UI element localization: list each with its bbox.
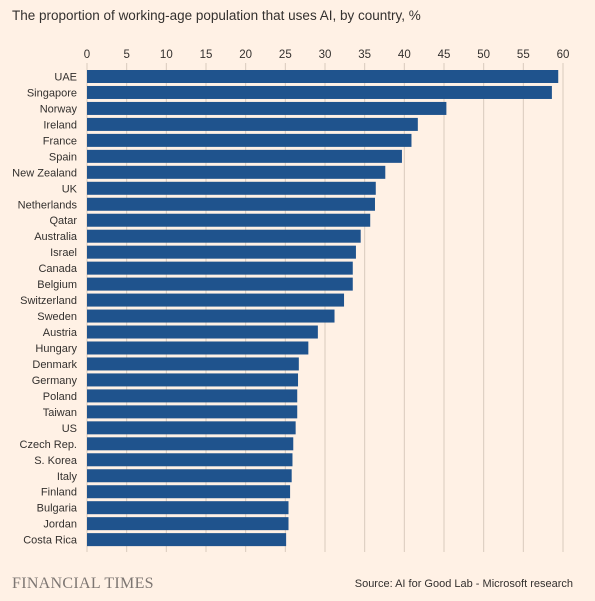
category-label: Bulgaria: [37, 503, 78, 515]
x-tick-label: 0: [84, 49, 90, 61]
x-tick-labels: 0 5 10 15 20 25 30 35 40 45 50 55 60: [84, 49, 570, 61]
bar-uae: [87, 70, 559, 83]
category-label: Spain: [49, 151, 77, 163]
category-label: Costa Rica: [23, 535, 78, 547]
bar-czech-rep: [87, 437, 294, 451]
x-tick-label: 40: [398, 49, 411, 61]
category-label: Hungary: [35, 343, 77, 355]
category-label: Germany: [32, 375, 78, 387]
category-label: Sweden: [37, 311, 77, 323]
bar-sweden: [87, 309, 335, 323]
category-label: US: [62, 423, 77, 435]
bar-chart: 0 5 10 15 20 25 30 35 40 45 50 55 60 UAE Singapore Nor…: [12, 49, 570, 552]
category-label: New Zealand: [12, 167, 77, 179]
x-tick-label: 45: [438, 49, 451, 61]
category-label: Taiwan: [43, 407, 77, 419]
category-label: Israel: [50, 247, 77, 259]
bar-italy: [87, 469, 292, 483]
category-label: UK: [62, 183, 78, 195]
bar-new-zealand: [87, 165, 386, 179]
category-label: Switzerland: [20, 295, 77, 307]
x-tick-label: 55: [517, 49, 530, 61]
category-label: Singapore: [27, 87, 77, 99]
category-label: Finland: [41, 487, 77, 499]
x-tick-label: 20: [239, 49, 252, 61]
x-tick-label: 25: [279, 49, 292, 61]
x-tick-label: 30: [319, 49, 332, 61]
category-label: UAE: [54, 72, 77, 84]
chart-title: The proportion of working-age population…: [12, 8, 421, 23]
category-label: Italy: [57, 471, 78, 483]
category-label: Norway: [40, 103, 78, 115]
category-label: Australia: [34, 231, 78, 243]
bar-canada: [87, 261, 353, 275]
category-label: Poland: [43, 391, 77, 403]
bar-denmark: [87, 357, 299, 371]
category-label: Czech Rep.: [20, 439, 77, 451]
bar-costa-rica: [87, 533, 287, 547]
bar-jordan: [87, 517, 289, 531]
category-label: Austria: [43, 327, 78, 339]
category-label: Netherlands: [18, 199, 78, 211]
bar-netherlands: [87, 197, 375, 211]
x-tick-label: 15: [200, 49, 213, 61]
bar-finland: [87, 485, 291, 499]
category-label: Jordan: [43, 519, 77, 531]
bar-qatar: [87, 213, 371, 227]
bar-germany: [87, 373, 299, 387]
bar-france: [87, 133, 412, 147]
bar-israel: [87, 245, 356, 259]
bar-norway: [87, 101, 447, 115]
category-label: S. Korea: [34, 455, 78, 467]
category-label: Ireland: [43, 119, 77, 131]
bar-austria: [87, 325, 318, 339]
category-label: Qatar: [49, 215, 77, 227]
x-tick-label: 5: [123, 49, 129, 61]
bar-spain: [87, 149, 402, 163]
bar-us: [87, 421, 296, 435]
category-label: France: [43, 135, 77, 147]
category-label: Belgium: [37, 279, 77, 291]
bar-bulgaria: [87, 501, 289, 515]
x-tick-label: 60: [557, 49, 570, 61]
bar-ireland: [87, 117, 418, 131]
bars: [87, 70, 559, 547]
bar-taiwan: [87, 405, 298, 419]
bar-s-korea: [87, 453, 293, 467]
x-tick-label: 50: [477, 49, 490, 61]
x-tick-label: 35: [358, 49, 371, 61]
bar-hungary: [87, 341, 309, 355]
financial-times-logo: FINANCIAL TIMES: [12, 575, 154, 592]
bar-australia: [87, 229, 361, 243]
source-note: Source: AI for Good Lab - Microsoft rese…: [354, 578, 573, 590]
category-label: Denmark: [32, 359, 77, 371]
category-label: Canada: [38, 263, 77, 275]
bar-singapore: [87, 85, 552, 99]
bar-uk: [87, 181, 376, 195]
bar-poland: [87, 389, 298, 403]
x-tick-label: 10: [160, 49, 173, 61]
bar-switzerland: [87, 293, 345, 307]
category-labels: UAE Singapore Norway Ireland France Spain New …: [12, 72, 78, 547]
bar-belgium: [87, 277, 353, 291]
